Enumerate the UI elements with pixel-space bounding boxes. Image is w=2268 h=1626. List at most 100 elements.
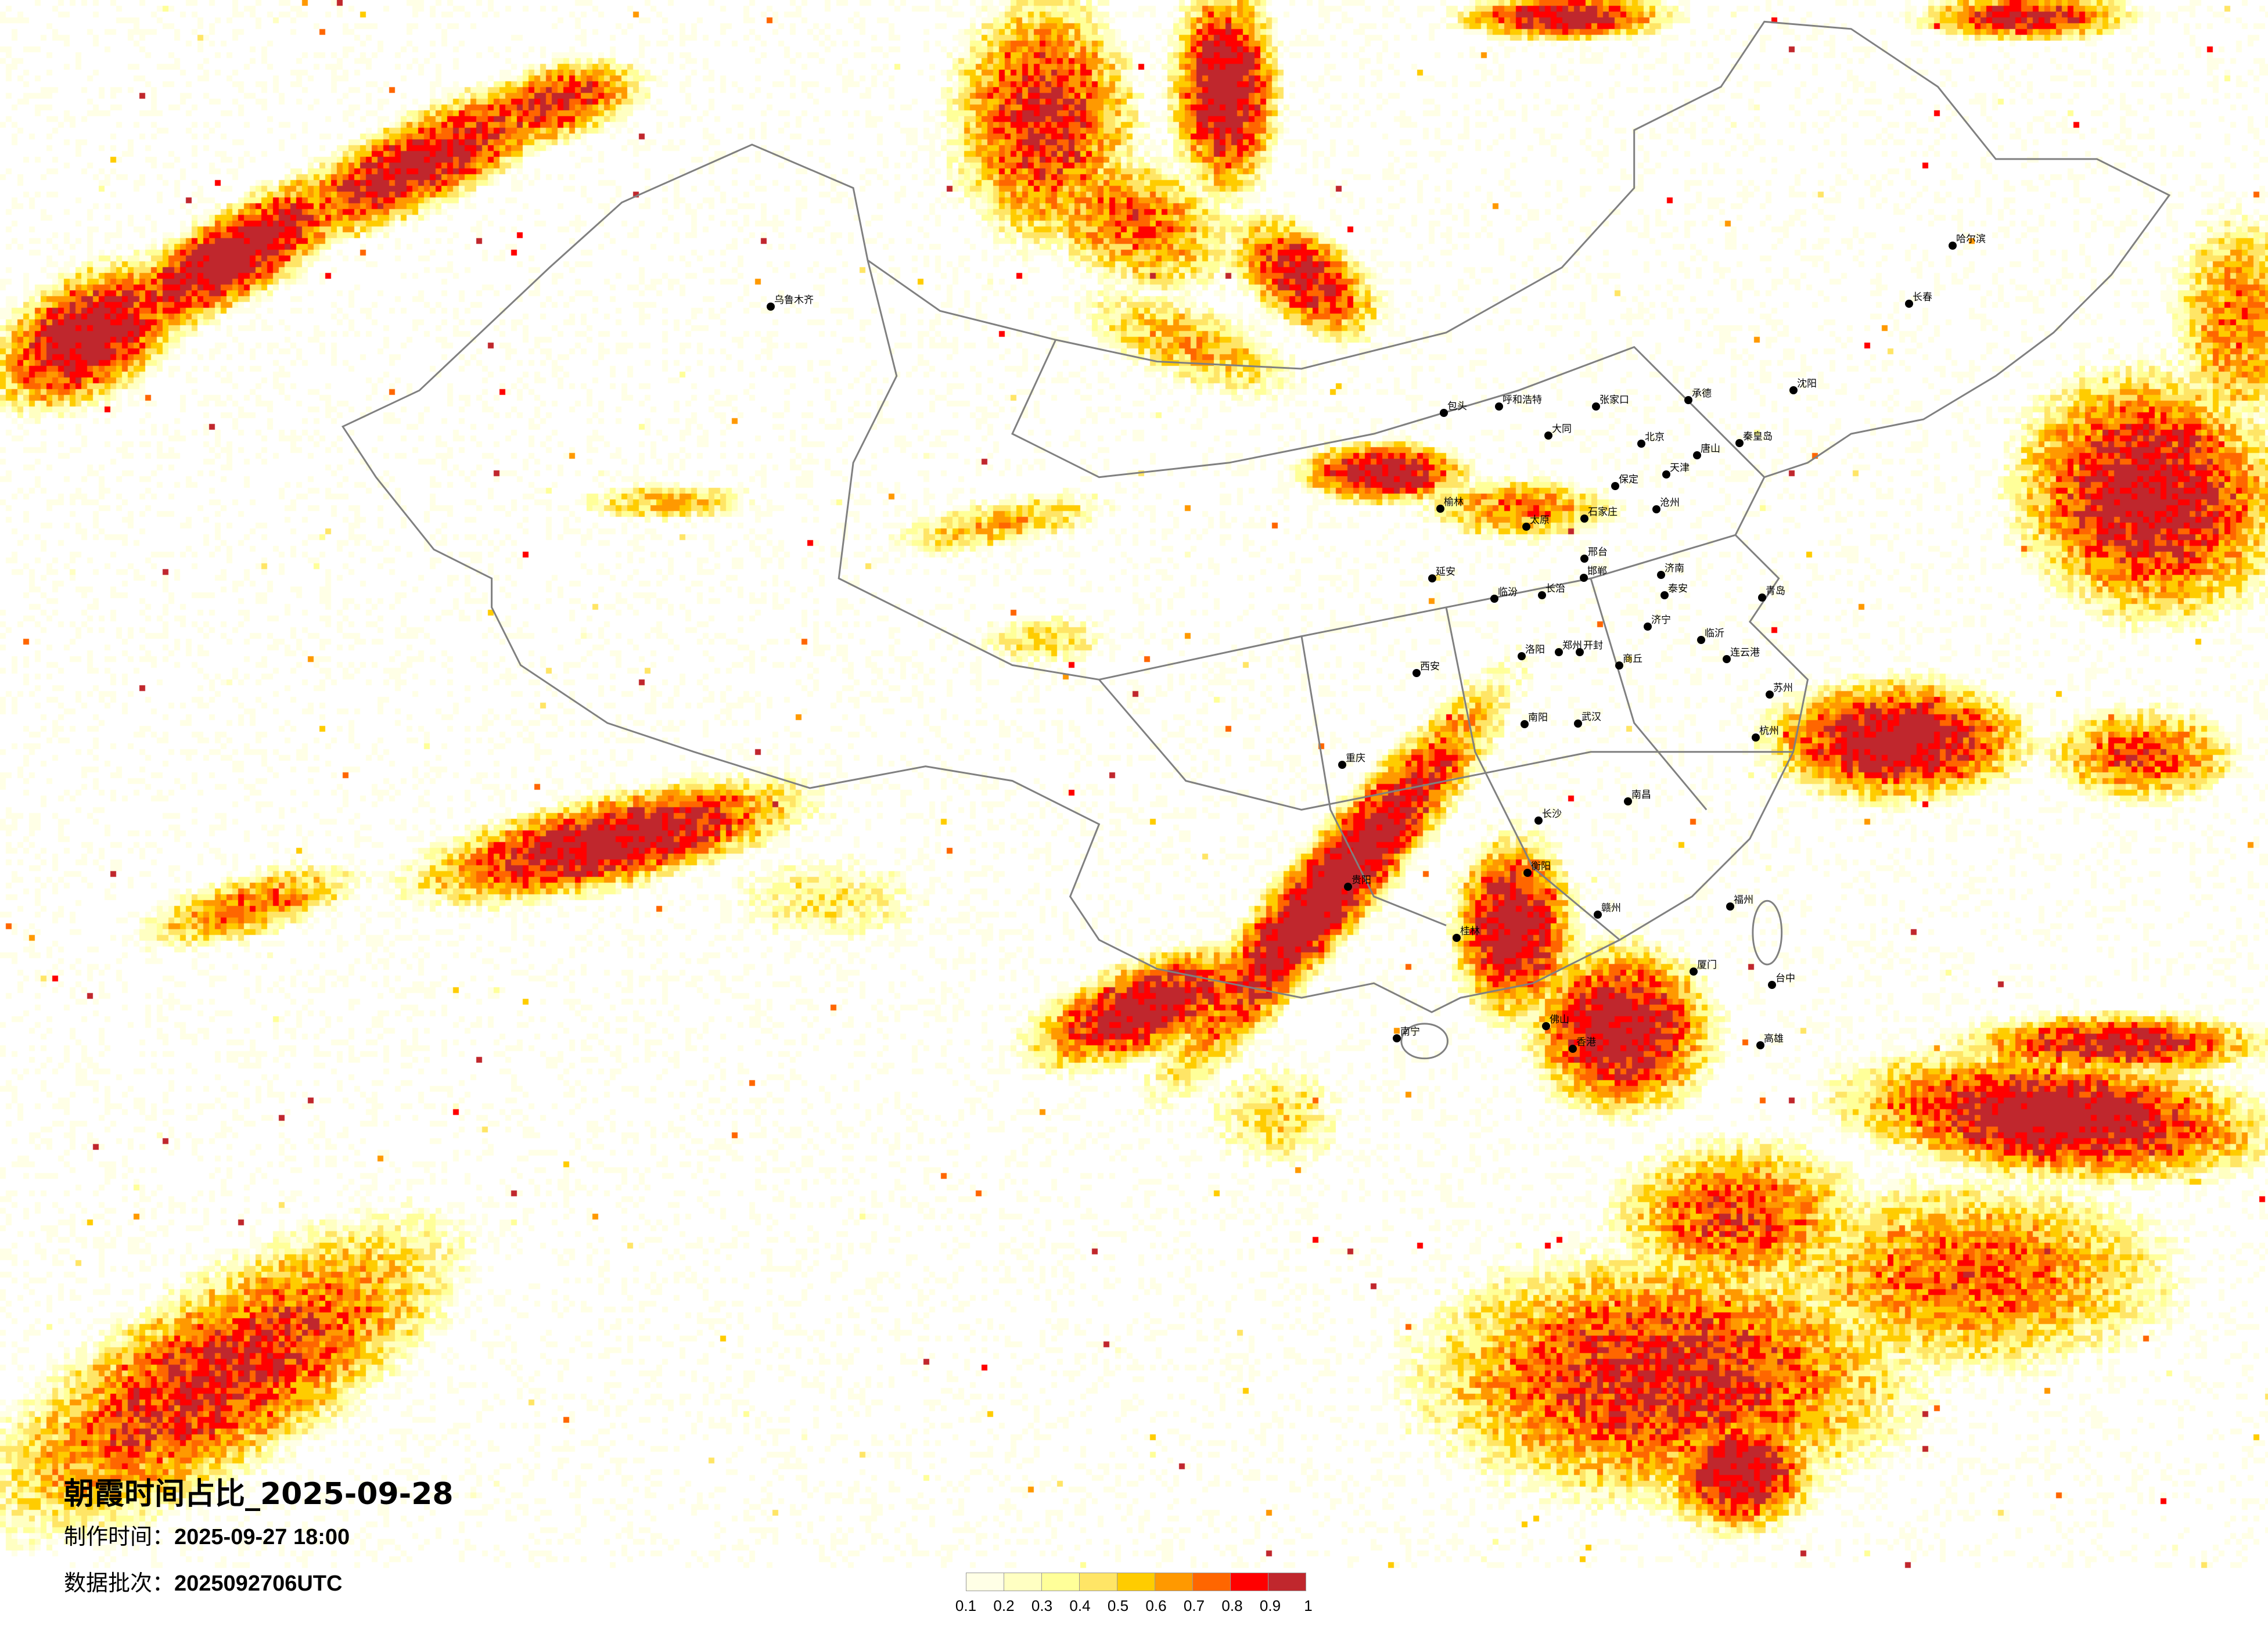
city-label: 苏州 [1773,682,1793,694]
city-dot-icon [1905,300,1913,308]
city-label: 台中 [1775,973,1795,984]
city-label: 邢台 [1588,546,1608,558]
city-label: 重庆 [1346,753,1365,764]
city-dot-icon [1576,648,1584,656]
city-label: 厦门 [1697,959,1717,971]
city-label: 秦皇岛 [1743,431,1773,443]
city-dot-icon [1726,902,1734,911]
city-dot-icon [1644,623,1652,631]
city-dot-icon [1428,574,1436,582]
city-dot-icon [1693,451,1701,459]
city-label: 商丘 [1623,653,1642,665]
city-label: 保定 [1619,474,1638,485]
city-dot-icon [1574,720,1582,728]
city-label: 北京 [1645,431,1665,443]
city-dot-icon [1660,591,1669,599]
city-dot-icon [1789,386,1798,394]
production-time-value: 2025-09-27 18:00 [174,1525,350,1549]
city-label: 赣州 [1601,902,1621,914]
color-legend [966,1573,1306,1591]
province-border [1300,636,1447,926]
city-dot-icon [1393,1034,1401,1042]
city-label: 香港 [1576,1037,1596,1048]
city-label: 长春 [1913,292,1932,303]
city-dot-icon [1538,591,1546,599]
city-dot-icon [1534,816,1543,825]
data-batch-label: 数据批次： [64,1570,175,1596]
city-label: 榆林 [1444,497,1464,508]
city-label: 太原 [1530,515,1550,526]
city-dot-icon [1453,934,1461,942]
city-label: 南昌 [1631,789,1651,801]
city-dot-icon [1544,431,1552,440]
city-dot-icon [1697,636,1705,644]
city-dot-icon [1637,440,1645,448]
city-dot-icon [1440,409,1448,417]
production-time-label: 制作时间： [64,1524,175,1549]
city-label: 连云港 [1730,647,1760,659]
city-label: 杭州 [1759,725,1779,737]
city-dot-icon [1518,652,1526,660]
city-label: 西安 [1420,661,1440,672]
legend-swatch [1004,1573,1042,1591]
data-batch: 数据批次：2025092706UTC [64,1565,342,1597]
city-dot-icon [767,303,775,311]
map-title: 朝霞时间占比_2025-09-28 [64,1477,454,1512]
city-label: 武汉 [1582,711,1601,723]
city-label: 乌鲁木齐 [774,294,814,306]
city-dot-icon [1521,720,1529,728]
island-border [1400,1023,1448,1060]
city-dot-icon [1594,911,1602,919]
city-label: 佛山 [1550,1014,1569,1026]
city-label: 南宁 [1400,1026,1420,1038]
legend-tick-label: 0.5 [1107,1597,1129,1614]
city-label: 长沙 [1542,808,1562,820]
legend-tick-label: 0.7 [1183,1597,1205,1614]
city-dot-icon [1611,482,1619,490]
legend-swatch [1192,1573,1231,1591]
city-label: 延安 [1436,566,1455,578]
city-label: 洛阳 [1525,644,1545,656]
city-dot-icon [1436,505,1444,513]
city-label: 沈阳 [1797,378,1817,390]
city-dot-icon [1555,648,1563,656]
city-dot-icon [1490,595,1498,603]
city-label: 张家口 [1600,394,1629,406]
legend-swatch [1268,1573,1306,1591]
city-label: 唐山 [1701,443,1720,455]
city-dot-icon [1580,555,1588,563]
city-label: 邯郸 [1587,566,1607,577]
city-dot-icon [1569,1045,1577,1053]
legend-swatch [1117,1573,1155,1591]
city-dot-icon [1766,690,1774,699]
city-dot-icon [1542,1022,1550,1030]
province-border [1098,679,1793,811]
city-dot-icon [1684,396,1692,404]
city-label: 福州 [1734,894,1753,906]
city-dot-icon [1592,402,1600,411]
city-label: 长治 [1545,583,1565,595]
legend-swatch [1041,1573,1080,1591]
production-time: 制作时间：2025-09-27 18:00 [64,1519,350,1551]
city-dot-icon [1723,655,1731,663]
legend-tick-label: 0.8 [1221,1597,1243,1614]
city-dot-icon [1615,661,1623,670]
city-dot-icon [1652,505,1660,513]
city-label: 承德 [1692,388,1712,400]
city-dot-icon [1657,571,1665,579]
city-label: 南阳 [1528,712,1548,724]
province-border [1011,339,1765,479]
city-label: 哈尔滨 [1956,233,1986,245]
city-dot-icon [1580,574,1588,582]
city-label: 临汾 [1498,587,1518,598]
data-batch-value: 2025092706UTC [174,1571,343,1596]
city-label: 包头 [1447,401,1467,412]
city-label: 济南 [1665,563,1684,574]
legend-tick-label: 0.1 [955,1597,977,1614]
province-border [1590,578,1708,811]
city-label: 泰安 [1668,583,1688,595]
province-border [838,260,1099,681]
legend-tick-label: 1 [1304,1597,1313,1614]
legend-tick-label: 0.4 [1069,1597,1091,1614]
